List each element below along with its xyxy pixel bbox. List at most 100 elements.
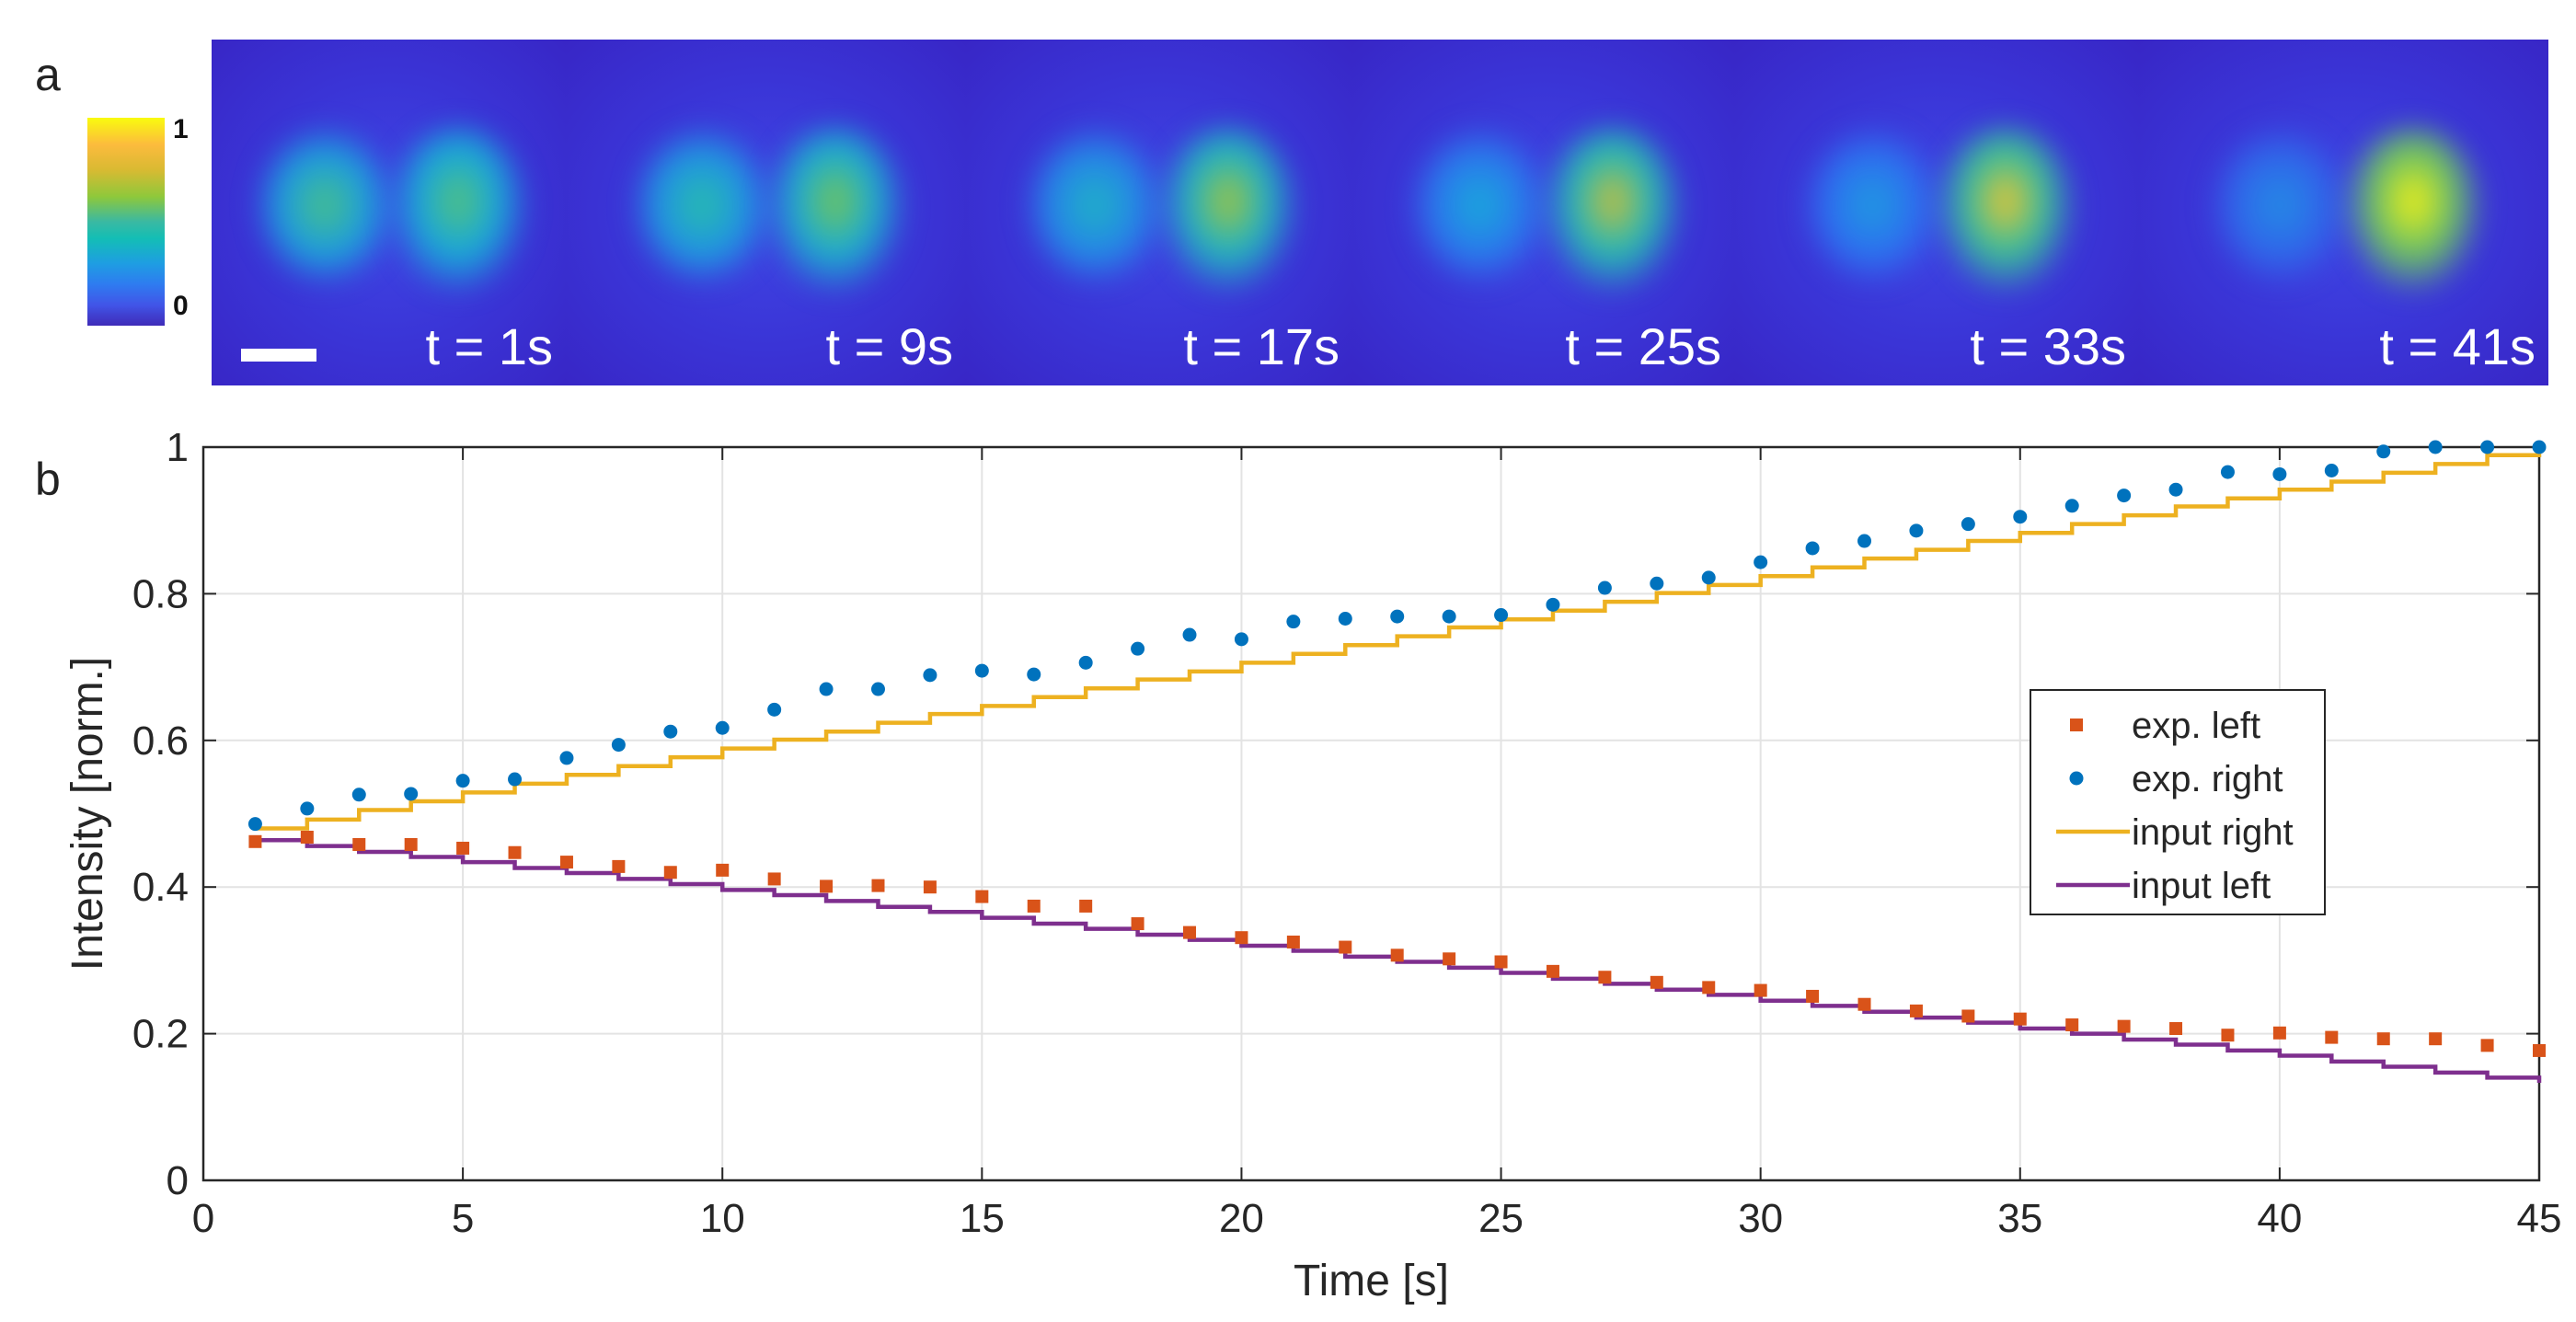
exp-right-point bbox=[2272, 466, 2287, 481]
input-right-line bbox=[255, 447, 2542, 831]
exp-left-point bbox=[1183, 925, 1197, 939]
y-tick-label: 1 bbox=[167, 425, 189, 470]
exp-left-point bbox=[2221, 1029, 2235, 1042]
image-frame: t = 33s bbox=[1734, 40, 2139, 385]
x-axis-label: Time [s] bbox=[1294, 1257, 1449, 1305]
plot-frame bbox=[201, 445, 2541, 1182]
left-spot bbox=[1409, 127, 1548, 283]
exp-right-point bbox=[2376, 444, 2391, 459]
x-tick-label: 45 bbox=[2517, 1196, 2562, 1241]
exp-right-point bbox=[611, 738, 626, 753]
exp-right-point bbox=[767, 702, 782, 717]
exp-right-point bbox=[663, 724, 678, 739]
frame-time-label: t = 33s bbox=[1970, 317, 2126, 375]
x-tick-label: 30 bbox=[1738, 1196, 1783, 1241]
right-spot bbox=[1937, 127, 2075, 293]
image-frame: t = 41s bbox=[2139, 40, 2548, 385]
exp-right-point bbox=[2428, 440, 2443, 454]
exp-left-point bbox=[508, 845, 522, 859]
exp-left-point bbox=[1702, 981, 1716, 994]
exp-left-point bbox=[1546, 964, 1559, 978]
legend-exp-left: exp. left bbox=[2132, 706, 2260, 746]
y-tick-label: 0.8 bbox=[132, 571, 189, 616]
exp-right-point bbox=[351, 787, 366, 802]
exp-left-point bbox=[663, 866, 677, 879]
y-tick-label: 0.6 bbox=[132, 718, 189, 764]
exp-right-point bbox=[1857, 534, 1872, 548]
right-spot bbox=[388, 127, 527, 293]
exp-right-point bbox=[2532, 440, 2547, 454]
exp-left-point bbox=[716, 863, 730, 877]
exp-left-point bbox=[820, 879, 834, 893]
left-spot bbox=[1026, 127, 1164, 283]
y-tick-label: 0.4 bbox=[132, 865, 189, 910]
legend-marker-dot bbox=[2069, 771, 2084, 786]
exp-right-point bbox=[508, 772, 523, 787]
x-tick-label: 10 bbox=[700, 1196, 745, 1241]
exp-left-point bbox=[923, 880, 937, 894]
x-tick-label: 0 bbox=[192, 1196, 214, 1241]
image-frame: t = 1s bbox=[212, 40, 566, 385]
exp-left-point bbox=[1286, 935, 1300, 948]
exp-left-point bbox=[1027, 899, 1041, 913]
right-spot bbox=[765, 127, 904, 293]
exp-left-point bbox=[248, 834, 262, 848]
colorbar-max-label: 1 bbox=[173, 114, 189, 144]
exp-left-point bbox=[1235, 931, 1248, 945]
exp-left-point bbox=[1806, 989, 1820, 1003]
exp-left-point bbox=[1650, 975, 1663, 989]
exp-right-point bbox=[1701, 570, 1716, 585]
exp-left-point bbox=[352, 837, 366, 851]
exp-left-point bbox=[300, 831, 314, 845]
exp-right-point bbox=[2480, 440, 2495, 454]
legend-input-right: input right bbox=[2132, 812, 2294, 853]
exp-right-point bbox=[455, 774, 470, 788]
legend-input-left: input left bbox=[2132, 866, 2271, 906]
left-spot bbox=[1803, 127, 1941, 283]
exp-left-point bbox=[1961, 1009, 1975, 1023]
frame-time-label: t = 9s bbox=[825, 317, 953, 375]
right-spot bbox=[2343, 127, 2482, 293]
right-spot bbox=[1159, 127, 1297, 293]
image-frame: t = 17s bbox=[966, 40, 1352, 385]
exp-left-point bbox=[2272, 1026, 2286, 1040]
image-frame: t = 25s bbox=[1352, 40, 1734, 385]
exp-left-point bbox=[2325, 1030, 2339, 1044]
exp-left-point bbox=[456, 841, 470, 855]
exp-left-point bbox=[2480, 1039, 2494, 1052]
exp-left-point bbox=[2376, 1032, 2390, 1046]
exp-left-point bbox=[2429, 1032, 2443, 1046]
exp-right-point bbox=[1027, 667, 1041, 682]
exp-left-point bbox=[1598, 971, 1612, 984]
exp-left-point bbox=[2013, 1012, 2027, 1026]
exp-right-point bbox=[2324, 464, 2339, 478]
exp-right-point bbox=[1961, 517, 1975, 532]
exp-right-point bbox=[1909, 523, 1924, 538]
exp-right-point bbox=[819, 682, 834, 696]
x-tick-label: 5 bbox=[452, 1196, 474, 1241]
colorbar bbox=[87, 118, 165, 326]
exp-left-point bbox=[2117, 1019, 2131, 1033]
exp-right-point bbox=[1597, 581, 1612, 595]
exp-left-point bbox=[404, 837, 418, 851]
exp-right-point bbox=[1546, 597, 1560, 612]
y-tick-label: 0.2 bbox=[132, 1012, 189, 1057]
exp-left-point bbox=[2169, 1022, 2183, 1036]
exp-right-point bbox=[1182, 627, 1197, 642]
panel-a-label: a bbox=[35, 49, 61, 100]
exp-left-point bbox=[2065, 1018, 2079, 1032]
x-tick-label: 40 bbox=[2257, 1196, 2302, 1241]
left-spot bbox=[2210, 127, 2349, 283]
exp-left-point bbox=[1754, 983, 1767, 997]
exp-left-point bbox=[871, 879, 885, 892]
exp-left-point bbox=[1339, 940, 1352, 954]
exp-left-point bbox=[2533, 1043, 2546, 1057]
image-frame: t = 9s bbox=[566, 40, 966, 385]
exp-left-point bbox=[1909, 1004, 1923, 1017]
left-spot bbox=[255, 127, 394, 283]
exp-right-point bbox=[715, 720, 730, 735]
exp-right-point bbox=[1131, 641, 1145, 656]
frame-time-label: t = 25s bbox=[1565, 317, 1721, 375]
right-spot bbox=[1543, 127, 1682, 293]
scale-bar bbox=[241, 349, 316, 362]
